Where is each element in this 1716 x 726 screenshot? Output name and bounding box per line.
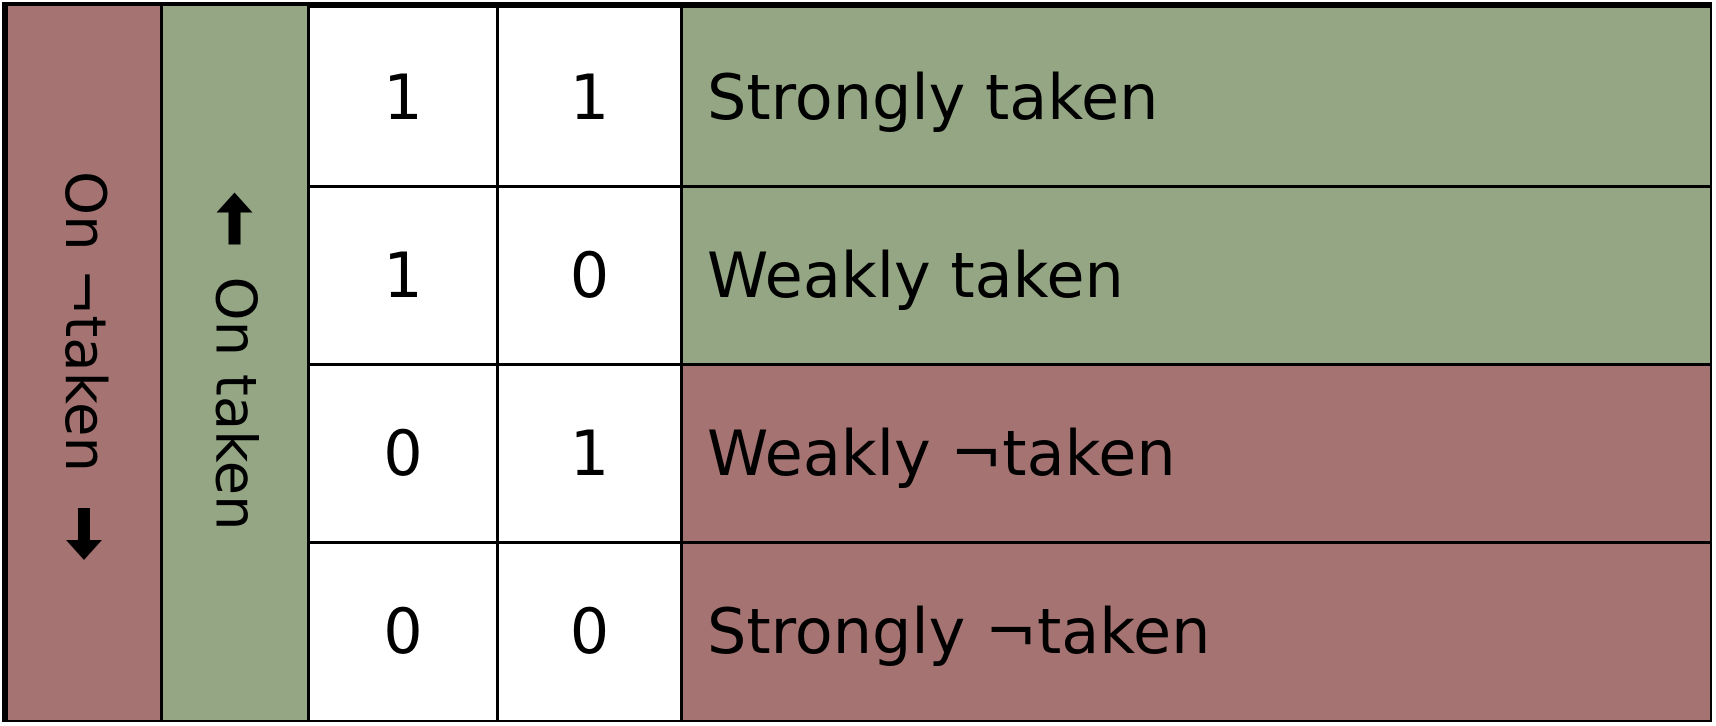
- state-bit-high: 0: [310, 542, 496, 720]
- not-taken-transition-label: On ¬taken: [52, 170, 118, 560]
- state-bit-high: 1: [310, 8, 496, 186]
- column-divider: [496, 6, 499, 720]
- state-bit-low: 1: [499, 8, 680, 186]
- state-bit-low: 0: [499, 186, 680, 364]
- taken-transition-column: On taken: [163, 6, 308, 720]
- state-bit-low: 0: [499, 542, 680, 720]
- row-divider: [307, 540, 1710, 544]
- taken-transition-text: On taken: [203, 275, 268, 531]
- state-name: Weakly ¬taken: [683, 364, 1710, 542]
- not-taken-transition-text: On ¬taken: [52, 170, 118, 472]
- state-bit-high: 1: [310, 186, 496, 364]
- state-name: Weakly taken: [683, 186, 1710, 364]
- not-taken-transition-column: On ¬taken: [8, 6, 161, 720]
- state-name: Strongly taken: [683, 8, 1710, 186]
- arrow-down-icon: [66, 507, 103, 560]
- row-divider: [307, 362, 1710, 366]
- arrow-up-icon: [217, 191, 254, 244]
- taken-transition-label: On taken: [203, 191, 268, 531]
- state-bit-high: 0: [310, 364, 496, 542]
- divider-line: [160, 6, 163, 720]
- state-name: Strongly ¬taken: [683, 542, 1710, 720]
- column-divider: [680, 6, 683, 720]
- state-bit-low: 1: [499, 364, 680, 542]
- row-divider: [307, 184, 1710, 188]
